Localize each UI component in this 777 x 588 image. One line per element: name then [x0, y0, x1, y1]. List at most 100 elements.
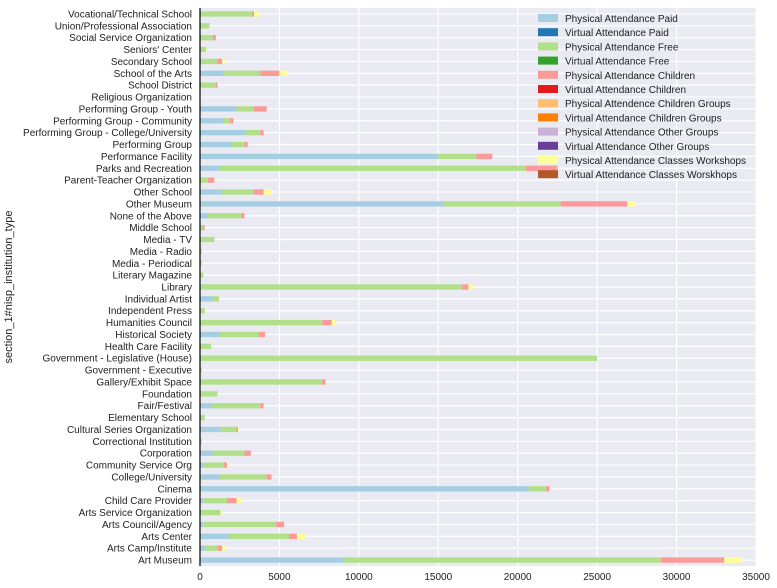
bar-segment — [254, 11, 259, 17]
bar-segment — [331, 319, 336, 326]
bar-segment — [200, 355, 598, 361]
bar-segment — [528, 486, 547, 492]
legend-label: Virtual Attendance Children — [565, 85, 686, 96]
y-tick-label: Arts Council/Agency — [102, 520, 192, 531]
bar-segment — [200, 129, 247, 136]
bar-segment — [227, 498, 237, 504]
bar-segment — [258, 331, 266, 338]
bar-segment — [200, 343, 212, 350]
bar-segment — [462, 284, 469, 290]
bar-segment — [222, 189, 255, 195]
legend-label: Physical Attendance Classes Workshops — [565, 156, 746, 167]
bar-segment — [200, 236, 215, 243]
legend-swatch — [538, 156, 558, 164]
bar-segment — [200, 58, 218, 65]
y-tick-label: Performing Group - College/University — [23, 128, 192, 139]
x-tick-label: 35000 — [742, 572, 770, 583]
y-tick-label: Social Service Organization — [69, 33, 192, 44]
bar-segment — [246, 129, 261, 136]
x-tick-label: 15000 — [424, 572, 452, 583]
legend-swatch — [538, 99, 558, 108]
y-axis-label: section_1#nisp_institution_type — [3, 211, 15, 364]
bar-segment — [200, 106, 237, 112]
y-tick-label: Literary Magazine — [113, 271, 193, 282]
legend-label: Virtual Attendance Paid — [565, 28, 669, 39]
bar-segment — [200, 557, 343, 563]
legend-swatch — [538, 85, 558, 93]
bar-segment — [200, 426, 221, 433]
y-tick-label: Art Museum — [138, 556, 192, 567]
legend-label: Physical Attendance Other Groups — [565, 128, 718, 139]
bar-segment — [200, 533, 229, 539]
bar-segment — [200, 272, 204, 278]
bar-segment — [476, 153, 493, 160]
y-tick-label: School of the Arts — [114, 69, 192, 80]
bar-segment — [438, 153, 477, 160]
legend-label: Physical Attendance Free — [565, 42, 679, 53]
legend-label: Physical Attendance Children — [565, 71, 695, 82]
bar-segment — [560, 201, 628, 207]
legend-label: Physical Attendence Children Groups — [565, 99, 731, 110]
bar-segment — [200, 367, 202, 373]
bar-segment — [200, 35, 213, 41]
x-tick-label: 20000 — [504, 572, 532, 583]
y-tick-label: Gallery/Exhibit Space — [96, 377, 192, 388]
bar-segment — [238, 426, 240, 433]
legend-swatch — [538, 70, 558, 79]
bar-segment — [228, 533, 289, 539]
legend-swatch — [538, 141, 558, 150]
bar-segment — [231, 141, 245, 148]
bar-segment — [227, 462, 229, 468]
bar-segment — [724, 557, 742, 563]
y-tick-label: Arts Camp/Institute — [107, 544, 192, 555]
y-tick-label: School District — [128, 81, 192, 92]
legend-swatch — [538, 14, 558, 22]
bar-segment — [200, 319, 323, 326]
bar-segment — [241, 213, 245, 219]
bar-segment — [203, 498, 228, 504]
bar-segment — [200, 189, 223, 195]
bar-segment — [288, 533, 297, 539]
bar-segment — [244, 450, 251, 456]
bar-segment — [223, 70, 261, 76]
bar-segment — [322, 319, 332, 326]
bar-segment — [200, 141, 232, 148]
bar-segment — [200, 498, 204, 504]
y-tick-label: Arts Service Organization — [79, 508, 192, 519]
x-tick-label: 5000 — [268, 572, 291, 583]
bar-segment — [203, 521, 277, 528]
y-tick-label: Vocational/Technical School — [68, 9, 192, 20]
bar-segment — [200, 284, 463, 290]
y-tick-label: Performance Facility — [101, 152, 192, 163]
bar-segment — [220, 426, 237, 433]
bar-segment — [200, 248, 202, 255]
bar-segment — [236, 106, 255, 112]
y-tick-label: Humanities Council — [106, 318, 192, 329]
bar-segment — [200, 153, 439, 160]
y-tick-label: None of the Above — [110, 211, 193, 222]
bar-segment — [204, 545, 218, 551]
bar-segment — [260, 129, 264, 136]
y-tick-label: Secondary School — [111, 57, 192, 68]
bar-segment — [200, 438, 202, 445]
bar-segment — [206, 46, 208, 53]
y-tick-label: Parent-Teacher Organization — [64, 176, 192, 187]
bar-segment — [342, 557, 661, 563]
y-tick-label: Performing Group — [113, 140, 193, 151]
legend-swatch — [538, 113, 558, 122]
y-tick-label: Seniors' Center — [123, 45, 192, 56]
bar-segment — [236, 426, 239, 433]
bar-segment — [200, 509, 221, 516]
bar-segment — [200, 165, 220, 171]
y-tick-label: Other Museum — [126, 199, 192, 210]
bar-segment — [200, 521, 204, 528]
bar-segment — [260, 403, 264, 409]
bar-segment — [200, 474, 220, 480]
bar-segment — [217, 545, 223, 551]
y-tick-label: Community Service Org — [86, 461, 192, 472]
y-tick-label: Library — [161, 283, 192, 294]
bar-segment — [211, 403, 261, 409]
y-tick-label: Performing Group - Community — [53, 116, 192, 127]
bar-segment — [220, 509, 223, 516]
y-tick-label: Other School — [134, 188, 192, 199]
